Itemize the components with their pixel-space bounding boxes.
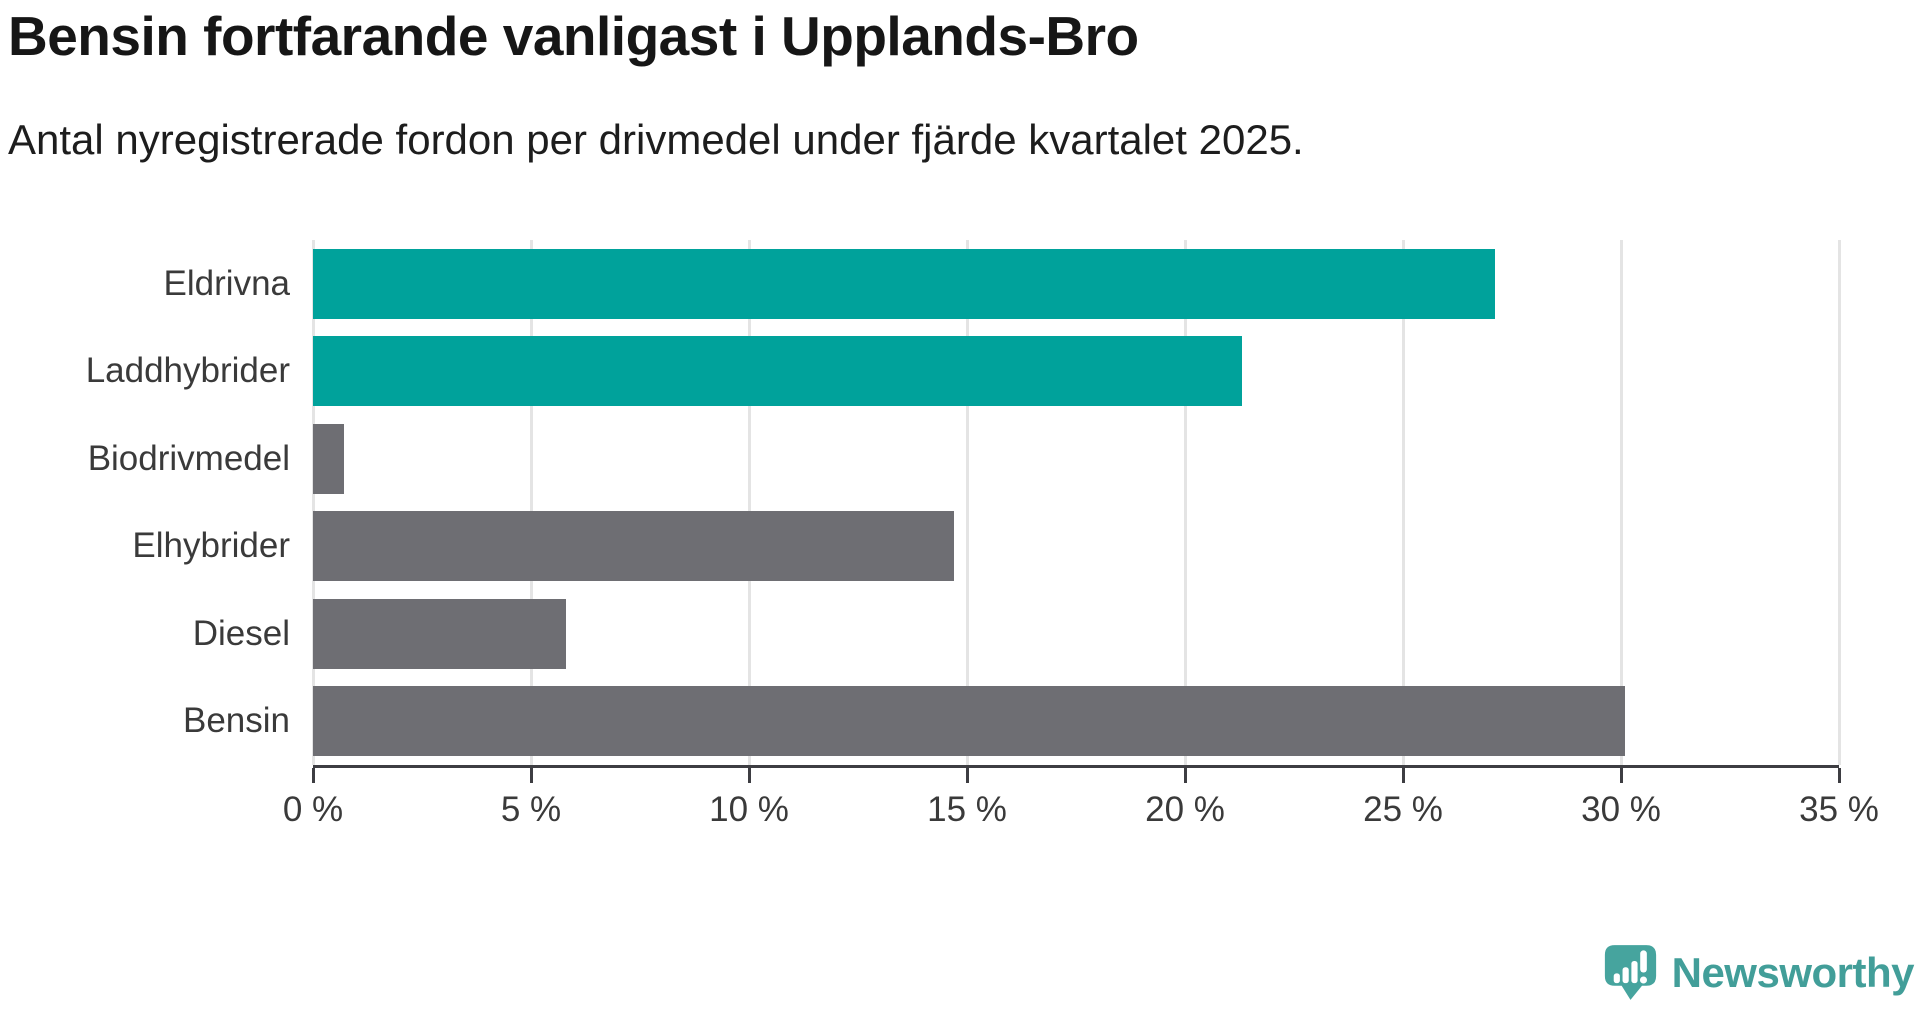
x-axis-tick <box>311 768 315 783</box>
bar-laddhybrider <box>313 336 1242 407</box>
x-axis-tick <box>1837 768 1841 783</box>
category-label: Eldrivna <box>163 263 290 303</box>
x-axis-tick-label: 10 % <box>709 790 789 829</box>
x-axis-tick-label: 20 % <box>1145 790 1225 829</box>
bar-elhybrider <box>313 511 954 582</box>
category-axis: Eldrivna Laddhybrider Biodrivmedel Elhybrid… <box>0 240 290 765</box>
gridline <box>311 240 315 765</box>
x-axis-tick <box>965 768 969 783</box>
gridline <box>529 240 533 765</box>
x-axis-tick-label: 5 % <box>500 790 562 829</box>
bar-diesel <box>313 598 566 669</box>
bar-biodrivmedel <box>313 423 344 494</box>
x-axis-tick-label: 25 % <box>1363 790 1443 829</box>
category-label: Bensin <box>182 701 290 741</box>
category-label: Biodrivmedel <box>87 438 290 478</box>
plot-area: 0 % 5 % 10 % 15 % 20 % 25 % 30 % 35 % <box>283 240 1879 829</box>
bar-eldrivna <box>313 248 1495 319</box>
category-label: Elhybrider <box>132 526 290 566</box>
gridline <box>1837 240 1841 765</box>
chart-subtitle: Antal nyregistrerade fordon per drivmede… <box>8 116 1304 163</box>
x-axis-tick-label: 15 % <box>927 790 1007 829</box>
gridline <box>747 240 751 765</box>
x-axis-tick-label: 30 % <box>1581 790 1661 829</box>
x-axis-tick <box>747 768 751 783</box>
newsworthy-logo: Newsworthy <box>1604 944 1915 1001</box>
x-axis-tick <box>1619 768 1623 783</box>
category-label: Diesel <box>192 613 290 653</box>
gridline <box>1401 240 1405 765</box>
gridline <box>965 240 969 765</box>
newsworthy-speech-bubble-chart-icon <box>1604 945 1656 1000</box>
newsworthy-wordmark: Newsworthy <box>1671 948 1915 996</box>
x-axis-tick-label: 35 % <box>1799 790 1879 829</box>
gridline <box>1619 240 1623 765</box>
x-axis-tick <box>1401 768 1405 783</box>
gridline <box>1183 240 1187 765</box>
x-axis-tick <box>1183 768 1187 783</box>
chart-title: Bensin fortfarande vanligast i Upplands-… <box>8 5 1139 67</box>
category-label: Laddhybrider <box>85 351 290 391</box>
bar-bensin <box>313 686 1626 757</box>
x-axis-tick <box>529 768 533 783</box>
x-axis-tick-label: 0 % <box>282 790 344 829</box>
